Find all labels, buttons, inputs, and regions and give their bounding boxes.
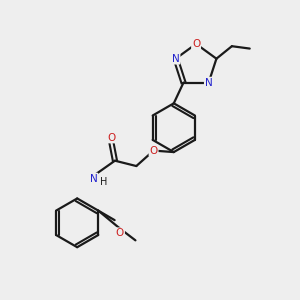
Text: H: H [100, 177, 107, 188]
Text: O: O [149, 146, 158, 156]
Text: N: N [205, 78, 212, 88]
Text: N: N [90, 173, 98, 184]
Text: O: O [107, 133, 116, 142]
Text: N: N [172, 54, 180, 64]
Text: O: O [192, 39, 200, 49]
Text: O: O [116, 228, 124, 238]
